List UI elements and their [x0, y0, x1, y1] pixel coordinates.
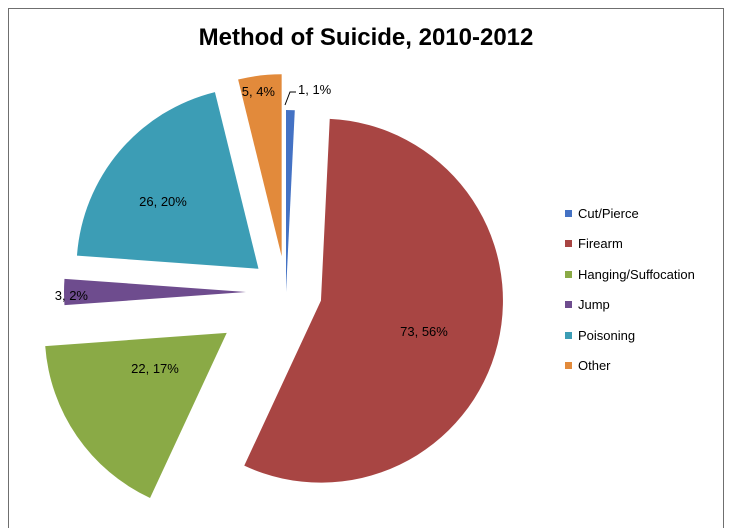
pie-slice-hanging-suffocation	[45, 332, 227, 498]
data-label-other: 5, 4%	[242, 84, 276, 99]
legend-swatch	[565, 331, 572, 339]
chart-title: Method of Suicide, 2010-2012	[198, 24, 534, 51]
legend-label: Firearm	[578, 236, 623, 252]
data-label-poisoning: 26, 20%	[139, 194, 187, 209]
legend-swatch	[565, 240, 572, 248]
legend-label: Other	[578, 357, 611, 373]
pie-slice-jump	[64, 278, 246, 306]
data-label-firearm: 73, 56%	[400, 324, 448, 339]
pie-slice-firearm	[244, 118, 503, 483]
legend-label: Poisoning	[578, 327, 636, 343]
legend-label: Jump	[578, 297, 610, 313]
data-label-jump: 3, 2%	[55, 288, 89, 303]
data-label-cut-pierce: 1, 1%	[298, 82, 332, 97]
legend-label: Cut/Pierce	[578, 206, 639, 221]
legend-swatch	[565, 361, 572, 369]
leader-line-cut-pierce	[284, 91, 296, 106]
pie-slice-other	[238, 74, 282, 257]
legend-swatch	[565, 210, 572, 217]
legend-label: Hanging/Suffocation	[578, 266, 695, 282]
legend-swatch	[565, 270, 572, 278]
pie-slice-poisoning	[76, 92, 259, 269]
data-label-hanging-suffocation: 22, 17%	[131, 361, 179, 376]
pie-slice-cut-pierce	[286, 110, 295, 292]
legend-swatch	[565, 301, 572, 309]
